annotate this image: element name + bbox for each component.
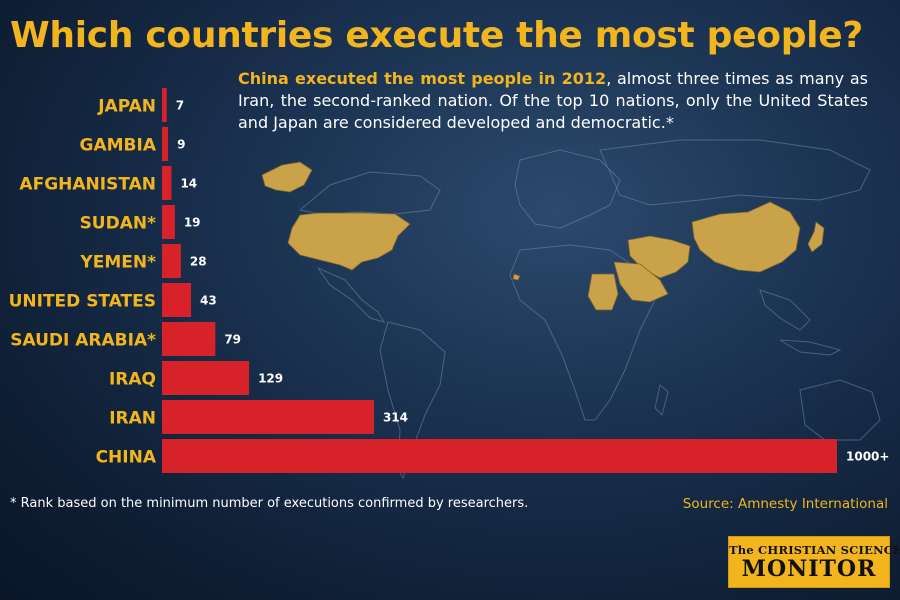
category-label: YEMEN* <box>79 253 156 273</box>
map-russia-asia <box>599 139 871 206</box>
category-label: SAUDI ARABIA* <box>10 331 156 351</box>
logo-line2: MONITOR <box>741 556 877 582</box>
map-africa <box>509 244 656 421</box>
bar <box>162 322 216 356</box>
logo-line1: The CHRISTIAN SCIENCE <box>729 543 900 557</box>
map-china-region <box>691 201 801 273</box>
data-label: 9 <box>177 138 185 152</box>
data-label: 1000+ <box>846 450 889 464</box>
map-indonesia <box>779 339 842 356</box>
category-label: JAPAN <box>97 97 156 117</box>
category-label: SUDAN* <box>80 214 157 234</box>
intro-body: , almost three times as many as Iran, th… <box>238 69 869 132</box>
map-united-states <box>287 212 411 271</box>
map-gambia <box>512 273 521 281</box>
category-label: AFGHANISTAN <box>19 175 156 195</box>
category-label: GAMBIA <box>80 136 157 156</box>
map-arabia-yemen <box>613 261 669 303</box>
bar <box>162 205 175 239</box>
map-sudan <box>587 273 619 311</box>
bar <box>162 88 167 122</box>
bar <box>162 244 181 278</box>
bar <box>162 361 250 395</box>
data-label: 14 <box>180 177 197 191</box>
bar <box>162 439 837 473</box>
source-credit: Source: Amnesty International <box>682 496 888 512</box>
data-label: 43 <box>200 294 217 308</box>
publisher-logo: The CHRISTIAN SCIENCE MONITOR <box>728 536 900 588</box>
footnote: * Rank based on the minimum number of ex… <box>10 496 529 511</box>
map-mexico-central-america <box>316 266 386 323</box>
data-label: 314 <box>383 411 408 425</box>
data-label: 19 <box>184 216 201 230</box>
map-southeast-asia <box>759 289 811 331</box>
intro-lead: China executed the most people in 2012 <box>238 69 607 88</box>
map-madagascar <box>654 384 669 416</box>
data-label: 7 <box>176 99 184 113</box>
bar <box>162 283 192 317</box>
map-australia <box>799 379 881 441</box>
bar <box>162 400 374 434</box>
map-japan <box>807 221 825 253</box>
category-label: CHINA <box>96 448 157 468</box>
page-title: Which countries execute the most people? <box>10 15 863 56</box>
data-label: 129 <box>258 372 283 386</box>
map-europe <box>514 149 621 229</box>
intro-text: China executed the most people in 2012, … <box>238 68 868 134</box>
bar <box>162 166 172 200</box>
bar <box>162 127 169 161</box>
data-label: 28 <box>190 255 207 269</box>
data-label: 79 <box>224 333 241 347</box>
category-label: UNITED STATES <box>9 292 156 312</box>
category-label: IRAN <box>109 409 156 429</box>
map-greenland <box>261 161 313 193</box>
category-label: IRAQ <box>109 370 156 390</box>
